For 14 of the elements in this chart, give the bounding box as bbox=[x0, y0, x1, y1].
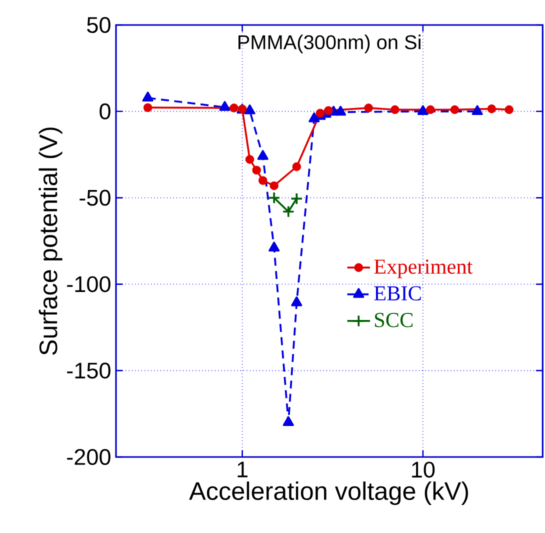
legend-label: Experiment bbox=[374, 260, 473, 278]
y-tick-label: -200 bbox=[67, 449, 110, 465]
y-tick-label: 50 bbox=[87, 17, 110, 33]
y-tick-label: 0 bbox=[100, 103, 110, 120]
y-axis-title: Surface potential (V) bbox=[38, 128, 62, 355]
x-tick-label: 10 bbox=[412, 462, 435, 478]
chart-title: PMMA(300nm) on Si bbox=[238, 34, 420, 54]
x-axis-title: Acceleration voltage (kV) bbox=[189, 481, 468, 506]
y-tick-label: -150 bbox=[67, 362, 110, 379]
x-tick-label: 1 bbox=[238, 462, 248, 478]
y-tick-label: -50 bbox=[80, 190, 110, 206]
legend-label: EBIC bbox=[374, 286, 421, 301]
legend-label: SCC bbox=[374, 312, 413, 328]
y-tick-label: -100 bbox=[67, 276, 110, 292]
